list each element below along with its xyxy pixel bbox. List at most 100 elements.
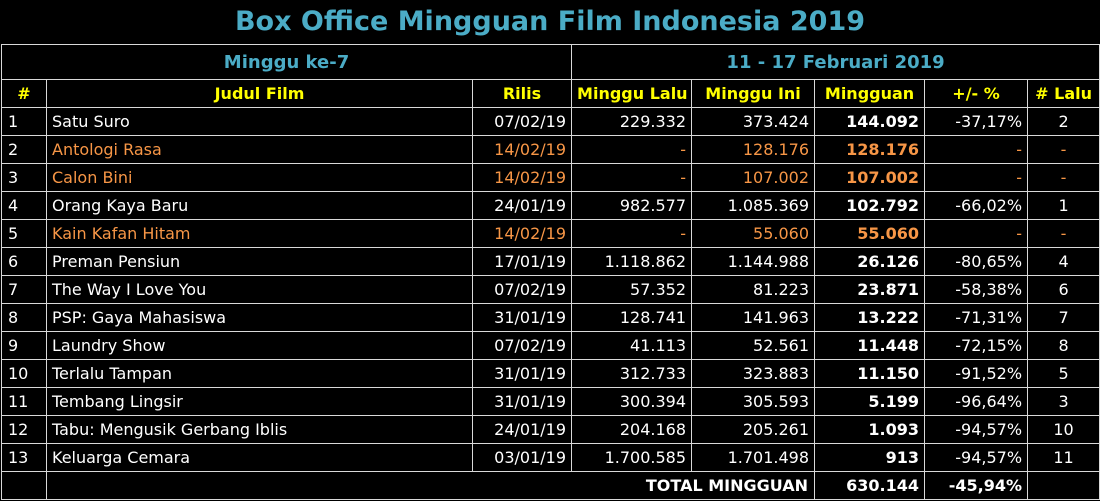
total-label: TOTAL MINGGUAN: [45, 471, 816, 500]
release-date: 14/02/19: [471, 163, 573, 192]
last-week-value: 204.168: [571, 415, 693, 444]
table-row: 4 Orang Kaya Baru 24/01/19 982.577 1.085.369…: [1, 191, 1100, 220]
film-title: The Way I Love You: [46, 275, 473, 304]
header-film: Judul Film: [46, 79, 473, 108]
change-percent: -94,57%: [924, 415, 1029, 444]
header-last-week: Minggu Lalu: [571, 79, 693, 108]
rank-cell: 6: [1, 247, 47, 276]
table-row: 3 Calon Bini 14/02/19-107.002 107.002- -: [1, 163, 1100, 192]
table-row: 8 PSP: Gaya Mahasiswa 31/01/19 128.741 141.9…: [1, 303, 1100, 332]
film-title: Keluarga Cemara: [46, 443, 473, 472]
rank-cell: 1: [1, 107, 47, 136]
last-week-value: 57.352: [571, 275, 693, 304]
weekly-value: 1.093: [814, 415, 926, 444]
this-week-value: 55.060: [691, 219, 816, 248]
film-title: Terlalu Tampan: [46, 359, 473, 388]
weekly-value: 11.448: [814, 331, 926, 360]
weekly-value: 144.092: [814, 107, 926, 136]
rank-cell: 8: [1, 303, 47, 332]
total-change: -45,94%: [924, 471, 1029, 500]
table-row: 2 Antologi Rasa 14/02/19-128.176 128.176- -: [1, 135, 1100, 164]
this-week-value: 1.701.498: [691, 443, 816, 472]
film-title: Laundry Show: [46, 331, 473, 360]
film-title: Orang Kaya Baru: [46, 191, 473, 220]
table-row: 13 Keluarga Cemara 03/01/19 1.700.585 1.701.…: [1, 443, 1100, 472]
weekly-value: 107.002: [814, 163, 926, 192]
last-rank: 7: [1027, 303, 1100, 332]
this-week-value: 305.593: [691, 387, 816, 416]
film-title: Kain Kafan Hitam: [46, 219, 473, 248]
weekly-value: 13.222: [814, 303, 926, 332]
this-week-value: 205.261: [691, 415, 816, 444]
release-date: 24/01/19: [471, 415, 573, 444]
last-rank: 10: [1027, 415, 1100, 444]
header-weekly: Mingguan: [814, 79, 926, 108]
last-week-value: -: [571, 135, 693, 164]
change-percent: -72,15%: [924, 331, 1029, 360]
release-date: 07/02/19: [471, 107, 573, 136]
change-percent: -71,31%: [924, 303, 1029, 332]
last-rank: 3: [1027, 387, 1100, 416]
last-week-value: 41.113: [571, 331, 693, 360]
this-week-value: 1.085.369: [691, 191, 816, 220]
change-percent: -37,17%: [924, 107, 1029, 136]
weekly-value: 102.792: [814, 191, 926, 220]
change-percent: -: [924, 135, 1029, 164]
rank-cell: 7: [1, 275, 47, 304]
last-week-value: 300.394: [571, 387, 693, 416]
header-last-rank: # Lalu: [1027, 79, 1100, 108]
last-week-value: 312.733: [571, 359, 693, 388]
last-week-value: 982.577: [571, 191, 693, 220]
table-row: 7 The Way I Love You 07/02/19 57.352 81.223 2…: [1, 275, 1100, 304]
release-date: 07/02/19: [471, 275, 573, 304]
weekly-value: 5.199: [814, 387, 926, 416]
last-week-value: 1.700.585: [571, 443, 693, 472]
last-rank: -: [1027, 219, 1100, 248]
last-rank: -: [1027, 135, 1100, 164]
table-row: 12 Tabu: Mengusik Gerbang Iblis 24/01/19 20…: [1, 415, 1100, 444]
week-label: Minggu ke-7: [0, 44, 573, 80]
this-week-value: 52.561: [691, 331, 816, 360]
release-date: 31/01/19: [471, 303, 573, 332]
rank-cell: 5: [1, 219, 47, 248]
weekly-value: 23.871: [814, 275, 926, 304]
weekly-value: 913: [814, 443, 926, 472]
weekly-value: 128.176: [814, 135, 926, 164]
header-this-week: Minggu Ini: [691, 79, 816, 108]
last-rank: -: [1027, 163, 1100, 192]
last-rank: 8: [1027, 331, 1100, 360]
change-percent: -94,57%: [924, 443, 1029, 472]
release-date: 17/01/19: [471, 247, 573, 276]
change-percent: -: [924, 219, 1029, 248]
rank-cell: 13: [1, 443, 47, 472]
header-release: Rilis: [471, 79, 573, 108]
last-week-value: -: [571, 219, 693, 248]
page-title: Box Office Mingguan Film Indonesia 2019: [234, 6, 866, 37]
film-title: Tembang Lingsir: [46, 387, 473, 416]
rank-cell: 12: [1, 415, 47, 444]
this-week-value: 323.883: [691, 359, 816, 388]
rank-cell: 2: [1, 135, 47, 164]
rank-cell: 10: [1, 359, 47, 388]
this-week-value: 141.963: [691, 303, 816, 332]
weekly-value: 26.126: [814, 247, 926, 276]
film-title: Satu Suro: [46, 107, 473, 136]
change-percent: -91,52%: [924, 359, 1029, 388]
release-date: 03/01/19: [471, 443, 573, 472]
rank-cell: 11: [1, 387, 47, 416]
week-row: Minggu ke-7 11 - 17 Februari 2019: [0, 44, 1100, 80]
total-row: TOTAL MINGGUAN 630.144 -45,94%: [1, 471, 1100, 500]
rank-cell: 3: [1, 163, 47, 192]
change-percent: -66,02%: [924, 191, 1029, 220]
film-title: Calon Bini: [46, 163, 473, 192]
release-date: 31/01/19: [471, 359, 573, 388]
last-rank: 11: [1027, 443, 1100, 472]
header-rank: #: [1, 79, 47, 108]
last-week-value: 229.332: [571, 107, 693, 136]
change-percent: -96,64%: [924, 387, 1029, 416]
table-row: 1 Satu Suro 07/02/19 229.332 373.424 144.092-…: [1, 107, 1100, 136]
rank-cell: 9: [1, 331, 47, 360]
this-week-value: 1.144.988: [691, 247, 816, 276]
this-week-value: 81.223: [691, 275, 816, 304]
